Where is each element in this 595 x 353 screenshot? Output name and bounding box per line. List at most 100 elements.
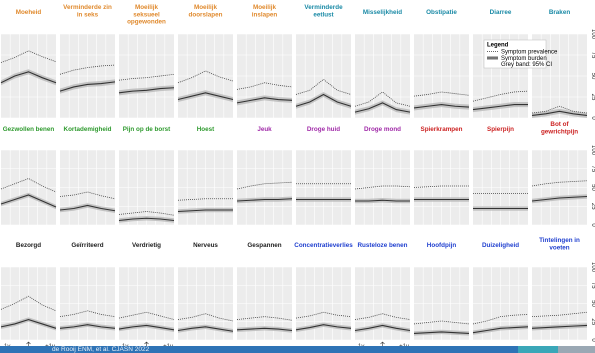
prevalence-line	[118, 311, 175, 320]
prevalence-line	[0, 178, 57, 193]
panel-title: Obstipatie	[426, 9, 457, 16]
y-tick-label: 50	[590, 184, 595, 191]
prevalence-line	[0, 295, 57, 312]
panel-title: Concentratieverlies	[294, 242, 353, 249]
panel: Moeilijk inslapen	[236, 4, 293, 119]
citation: de Rooij ENM, et al. CJASN 2022	[52, 346, 150, 353]
prevalence-line	[472, 314, 529, 325]
prevalence-line	[236, 316, 293, 321]
panel: Gezwollen benen	[0, 126, 57, 226]
burden-line	[531, 195, 588, 202]
burden-line	[355, 199, 410, 202]
panel-title: Verminderde eetlust	[304, 4, 343, 18]
prevalence-line	[531, 105, 588, 114]
ci-band	[237, 326, 292, 333]
panel-title: Gezwollen benen	[3, 126, 55, 133]
y-tick-label: 50	[590, 300, 595, 307]
y-tick-label: 0	[590, 116, 595, 120]
panel: Geïrriteerd	[59, 242, 116, 341]
prevalence-line	[59, 310, 116, 318]
y-tick-label: 75	[590, 52, 595, 59]
ci-band	[119, 216, 174, 223]
prevalence-line	[413, 91, 470, 97]
panel-title: Spierpijn	[487, 126, 514, 133]
panel-title: Geïrriteerd	[71, 242, 103, 249]
prevalence-line	[118, 73, 175, 81]
panel: Droge huid	[296, 126, 351, 226]
panel-title: Verdrietig	[132, 242, 161, 249]
panel-title: Moeheid	[16, 9, 42, 16]
y-tick-label: 0	[590, 338, 595, 342]
y-tick-label: 75	[590, 165, 595, 172]
y-tick-label: 100	[590, 262, 595, 273]
y-tick-label: 100	[590, 145, 595, 156]
panel-title: Braken	[549, 9, 571, 16]
ci-band	[60, 203, 115, 213]
y-tick-label: 25	[590, 203, 595, 210]
legend-prevalence: Symptom prevalence	[501, 50, 558, 56]
prevalence-line	[118, 211, 175, 216]
burden-line	[413, 104, 470, 109]
burden-line	[236, 198, 293, 202]
panel-title: Pijn op de borst	[123, 126, 171, 133]
panel-title: Duizeligheid	[482, 242, 519, 249]
y-tick-label: 0	[590, 223, 595, 227]
burden-line	[472, 326, 529, 334]
legend-burden: Symptom burden	[501, 56, 547, 62]
ci-band	[532, 194, 587, 204]
ci-band	[60, 79, 115, 94]
burden-line	[531, 324, 588, 329]
burden-line	[354, 102, 411, 113]
burden-line	[59, 324, 116, 329]
burden-line	[118, 217, 175, 222]
ci-band	[119, 323, 174, 332]
prevalence-line	[295, 311, 352, 319]
prevalence-line	[236, 181, 293, 190]
burden-line	[177, 209, 233, 213]
panel: Moeilijk doorslapen	[177, 4, 234, 119]
panel-title: Jeuk	[257, 126, 272, 133]
y-tick-label: 25	[590, 94, 595, 101]
y-tick-label: 25	[590, 318, 595, 325]
prevalence-line	[59, 191, 116, 200]
prevalence-line	[177, 313, 234, 322]
ci-band	[178, 324, 233, 334]
prevalence-line	[295, 78, 352, 95]
panel: Moeheid	[0, 9, 57, 119]
panel-title: Moeilijk inslapen	[252, 4, 278, 18]
panel-title: Kortademigheid	[64, 126, 112, 133]
ci-band	[414, 102, 469, 111]
burden-line	[0, 71, 57, 84]
panel: Obstipatie	[413, 9, 470, 119]
prevalence-line	[236, 82, 293, 90]
burden-line	[295, 324, 352, 331]
burden-line	[118, 87, 175, 94]
burden-line	[59, 204, 116, 212]
panel-title: Gespannen	[247, 242, 281, 249]
panel: Verminderde eetlust	[295, 4, 352, 119]
panel: Hoofdpijn	[413, 242, 470, 341]
panel-title: Spierkrampen	[421, 126, 463, 133]
panel-title: Nerveus	[193, 242, 218, 249]
panel: Spierkrampen	[413, 126, 469, 226]
burden-line	[472, 104, 528, 111]
burden-line	[177, 326, 234, 332]
panel: Droge mond	[354, 126, 411, 226]
panel: Duizeligheid	[472, 242, 529, 341]
panel: Concentratieverlies	[294, 242, 353, 341]
panel-title: Verminderde zin in seks	[63, 4, 112, 18]
panel: Nerveus	[177, 242, 234, 341]
y-tick-label: 75	[590, 282, 595, 289]
ci-band	[355, 100, 410, 115]
burden-line	[177, 92, 234, 101]
ci-band	[60, 322, 115, 331]
panel: Rusteloze benen-1y+1yStart of dialysis	[354, 242, 411, 353]
ci-band	[178, 207, 233, 214]
y-tick-label: 50	[590, 73, 595, 80]
panel-title: Tintelingen in voeten	[539, 237, 580, 251]
burden-line	[0, 318, 57, 329]
burden-line	[295, 93, 352, 107]
